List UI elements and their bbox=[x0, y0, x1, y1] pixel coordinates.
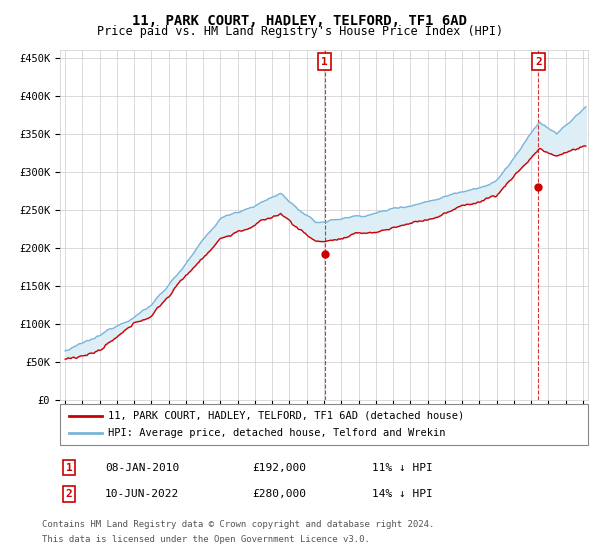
Text: 14% ↓ HPI: 14% ↓ HPI bbox=[372, 489, 433, 499]
Text: This data is licensed under the Open Government Licence v3.0.: This data is licensed under the Open Gov… bbox=[42, 535, 370, 544]
Text: 11% ↓ HPI: 11% ↓ HPI bbox=[372, 463, 433, 473]
Text: 10-JUN-2022: 10-JUN-2022 bbox=[105, 489, 179, 499]
Text: £192,000: £192,000 bbox=[252, 463, 306, 473]
Text: 2: 2 bbox=[65, 489, 73, 499]
Text: £280,000: £280,000 bbox=[252, 489, 306, 499]
Text: Price paid vs. HM Land Registry's House Price Index (HPI): Price paid vs. HM Land Registry's House … bbox=[97, 25, 503, 38]
Text: 2: 2 bbox=[535, 57, 542, 67]
Text: HPI: Average price, detached house, Telford and Wrekin: HPI: Average price, detached house, Telf… bbox=[108, 428, 445, 438]
Text: 08-JAN-2010: 08-JAN-2010 bbox=[105, 463, 179, 473]
Text: Contains HM Land Registry data © Crown copyright and database right 2024.: Contains HM Land Registry data © Crown c… bbox=[42, 520, 434, 529]
Text: 11, PARK COURT, HADLEY, TELFORD, TF1 6AD: 11, PARK COURT, HADLEY, TELFORD, TF1 6AD bbox=[133, 14, 467, 28]
Text: 1: 1 bbox=[322, 57, 328, 67]
Text: 11, PARK COURT, HADLEY, TELFORD, TF1 6AD (detached house): 11, PARK COURT, HADLEY, TELFORD, TF1 6AD… bbox=[108, 410, 464, 421]
Text: 1: 1 bbox=[65, 463, 73, 473]
